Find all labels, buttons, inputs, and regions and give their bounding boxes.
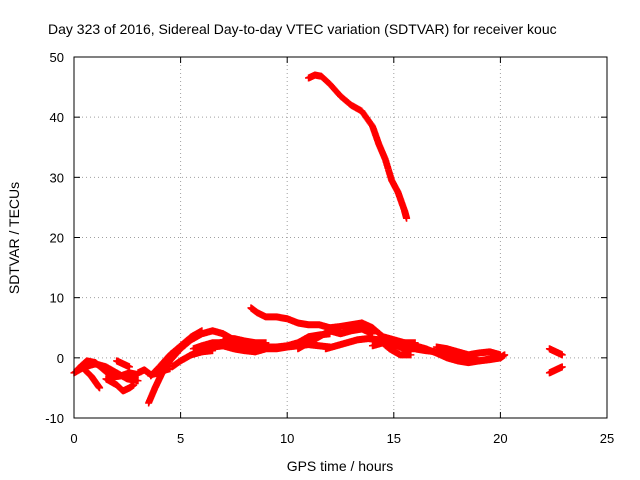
y-tick-label: 40 [50, 110, 64, 125]
chart-title: Day 323 of 2016, Sidereal Day-to-day VTE… [48, 21, 557, 37]
axis-ticks: 0 5 10 15 20 25 -10 0 10 20 30 40 50 [45, 50, 614, 446]
series-track-t [545, 363, 566, 377]
data-point-markers [305, 71, 411, 222]
series-track-h [147, 327, 206, 380]
y-tick-label: -10 [45, 411, 64, 426]
x-axis-label: GPS time / hours [287, 458, 394, 474]
data-point-markers [219, 335, 270, 347]
y-tick-label: 10 [50, 291, 64, 306]
x-tick-label: 5 [177, 431, 184, 446]
data-point-markers [247, 304, 419, 347]
x-tick-label: 15 [387, 431, 401, 446]
y-tick-label: 20 [50, 231, 64, 246]
series-track-r [432, 343, 504, 359]
x-tick-label: 20 [493, 431, 507, 446]
grid-lines [74, 57, 607, 418]
data-point-markers [102, 375, 138, 395]
x-tick-label: 10 [280, 431, 294, 446]
data-point-markers [432, 343, 504, 359]
series-track-s [545, 345, 566, 359]
data-point-markers [294, 325, 376, 353]
x-tick-label: 25 [600, 431, 614, 446]
series-track-l [219, 335, 270, 347]
series-track-b [74, 357, 142, 381]
data-point-markers [74, 357, 142, 381]
y-axis-label: SDTVAR / TECUs [6, 182, 22, 294]
data-point-markers [81, 366, 104, 392]
data-point-markers [147, 327, 206, 380]
series-track-d [102, 375, 138, 395]
y-tick-label: 0 [57, 351, 64, 366]
y-tick-label: 50 [50, 50, 64, 65]
series-track-u [305, 71, 411, 222]
data-point-markers [545, 363, 566, 377]
data-points [70, 71, 566, 407]
series-track-e [113, 357, 133, 371]
series-track-n [294, 325, 376, 353]
y-tick-label: 30 [50, 170, 64, 185]
data-point-markers [545, 345, 566, 359]
series-track-m [247, 304, 419, 347]
series-track-c [81, 366, 104, 392]
x-tick-label: 0 [70, 431, 77, 446]
data-point-markers [113, 357, 133, 371]
